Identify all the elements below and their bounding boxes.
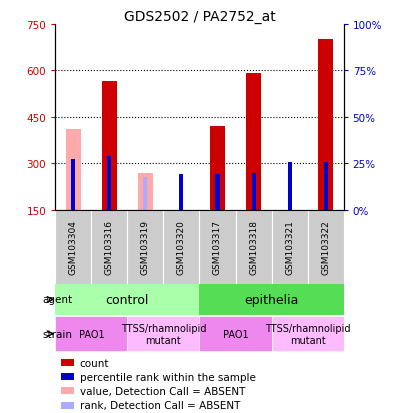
Bar xyxy=(61,401,74,408)
Bar xyxy=(324,163,327,211)
Text: control: control xyxy=(106,293,149,306)
Bar xyxy=(216,175,220,211)
Text: epithelia: epithelia xyxy=(245,293,299,306)
Bar xyxy=(199,211,235,284)
Bar xyxy=(66,130,81,211)
Bar xyxy=(55,316,127,351)
Bar xyxy=(127,316,199,351)
Text: TTSS/rhamnolipid
mutant: TTSS/rhamnolipid mutant xyxy=(121,323,206,345)
Text: GSM103316: GSM103316 xyxy=(105,220,114,275)
Bar xyxy=(55,285,199,315)
Bar xyxy=(179,175,183,211)
Text: strain: strain xyxy=(43,329,73,339)
Bar xyxy=(288,163,292,211)
Text: PAO1: PAO1 xyxy=(223,329,248,339)
Bar xyxy=(252,173,256,211)
Text: GSM103318: GSM103318 xyxy=(249,220,258,275)
Bar xyxy=(61,359,74,366)
Text: rank, Detection Call = ABSENT: rank, Detection Call = ABSENT xyxy=(80,400,240,410)
Text: percentile rank within the sample: percentile rank within the sample xyxy=(80,372,256,382)
Bar xyxy=(71,159,75,211)
Bar xyxy=(272,211,308,284)
Bar xyxy=(246,74,261,211)
Bar xyxy=(199,316,272,351)
Text: GSM103317: GSM103317 xyxy=(213,220,222,275)
Bar xyxy=(61,373,74,380)
Bar xyxy=(318,40,333,211)
Bar xyxy=(199,285,344,315)
Bar xyxy=(91,211,127,284)
Text: count: count xyxy=(80,358,109,368)
Text: GSM103304: GSM103304 xyxy=(69,220,78,275)
Text: agent: agent xyxy=(43,295,73,305)
Bar xyxy=(143,178,147,211)
Title: GDS2502 / PA2752_at: GDS2502 / PA2752_at xyxy=(124,10,275,24)
Bar xyxy=(127,211,164,284)
Bar xyxy=(107,157,111,211)
Bar xyxy=(308,211,344,284)
Text: GSM103320: GSM103320 xyxy=(177,220,186,275)
Bar xyxy=(179,175,183,211)
Bar xyxy=(61,387,74,394)
Bar xyxy=(102,82,117,211)
Bar xyxy=(164,211,199,284)
Bar xyxy=(55,211,91,284)
Bar xyxy=(272,316,344,351)
Bar xyxy=(210,127,225,211)
Text: GSM103321: GSM103321 xyxy=(285,220,294,275)
Bar xyxy=(138,173,153,211)
Bar xyxy=(235,211,272,284)
Text: value, Detection Call = ABSENT: value, Detection Call = ABSENT xyxy=(80,386,245,396)
Text: PAO1: PAO1 xyxy=(79,329,104,339)
Bar xyxy=(71,159,75,211)
Text: TTSS/rhamnolipid
mutant: TTSS/rhamnolipid mutant xyxy=(265,323,350,345)
Text: GSM103319: GSM103319 xyxy=(141,220,150,275)
Text: GSM103322: GSM103322 xyxy=(321,220,330,275)
